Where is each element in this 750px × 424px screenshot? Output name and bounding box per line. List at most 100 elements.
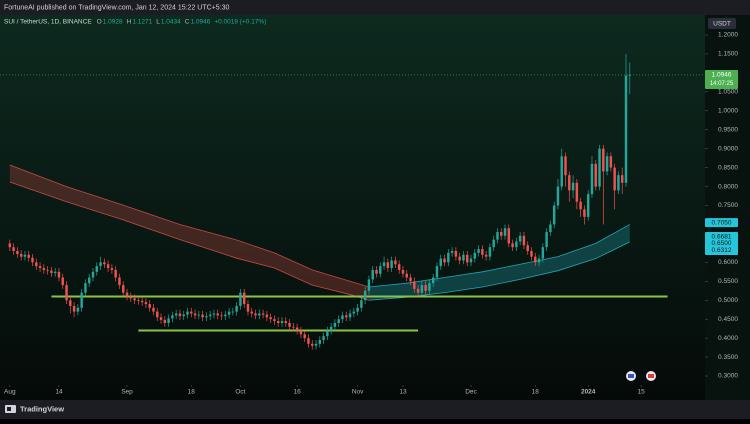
- candle-body: [284, 321, 288, 323]
- candle-body: [469, 258, 473, 263]
- candle-body: [386, 262, 390, 269]
- candle-body: [537, 258, 541, 263]
- candle-body: [122, 285, 125, 293]
- candle-body: [345, 315, 348, 318]
- x-tick-label: 16: [294, 389, 302, 396]
- candle-body: [598, 148, 601, 187]
- candle-body: [447, 252, 450, 263]
- candle-body: [348, 313, 352, 318]
- candle-body: [186, 311, 189, 315]
- candle-body: [541, 247, 545, 259]
- candle-body: [568, 175, 571, 191]
- currency-box[interactable]: [708, 18, 736, 29]
- legend: SUI / TetherUS, 1D, BINANCE O 1.0928 H 1.127…: [4, 19, 266, 26]
- candle-body: [182, 314, 185, 317]
- candle-body: [87, 277, 91, 284]
- price-tag: [705, 246, 738, 256]
- candle-body: [178, 313, 182, 317]
- candle-body: [575, 182, 579, 202]
- y-tick-label: 0.3000: [718, 373, 738, 380]
- brand: TradingView: [20, 404, 64, 413]
- candle-body: [379, 266, 382, 274]
- candle-body: [628, 74, 632, 76]
- candle-body: [454, 250, 458, 257]
- candle-body: [292, 326, 295, 328]
- candle-body: [220, 315, 223, 317]
- price-tag-label: 0.6312: [712, 247, 732, 254]
- event-icons[interactable]: [626, 371, 656, 381]
- legend-value: 1.0928: [103, 19, 123, 26]
- currency: USDT: [713, 21, 731, 28]
- candle-body: [208, 314, 212, 317]
- candle-body: [564, 156, 567, 176]
- candle-body: [401, 269, 405, 274]
- legend-key: L: [156, 19, 160, 26]
- candle-body: [174, 313, 178, 316]
- candle-body: [450, 250, 454, 253]
- y-tick-label: 1.2000: [718, 32, 738, 39]
- candle-body: [57, 271, 61, 278]
- candle-body: [231, 311, 235, 313]
- y-tick-label: 1.1500: [718, 51, 738, 58]
- footer-bar: [0, 400, 750, 419]
- candle-body: [205, 316, 208, 318]
- candle-body: [27, 254, 30, 258]
- candle-body: [46, 269, 49, 271]
- candle-body: [69, 300, 72, 306]
- candle-body: [246, 304, 250, 312]
- candle-body: [99, 262, 102, 267]
- candle-body: [552, 205, 556, 225]
- candle-body: [144, 302, 148, 305]
- candle-body: [586, 194, 590, 217]
- candle-body: [473, 252, 477, 259]
- candle-body: [50, 270, 53, 273]
- candle-body: [420, 285, 424, 293]
- candle-body: [439, 258, 442, 267]
- candle-body: [235, 305, 238, 312]
- x-tick-label: 15: [637, 389, 645, 396]
- ribbon-fill: [9, 164, 369, 301]
- candle-body: [431, 277, 435, 284]
- candle-body: [416, 288, 420, 293]
- price-tag-label: 0.6681: [712, 233, 732, 240]
- candle-body: [288, 322, 291, 327]
- y-tick-label: 0.5000: [718, 297, 738, 304]
- candle-body: [413, 281, 416, 289]
- candle-body: [435, 266, 439, 278]
- candle-body: [341, 315, 344, 320]
- candle-body: [280, 321, 284, 323]
- candle-body: [250, 311, 253, 314]
- candle-body: [397, 264, 401, 270]
- candle-body: [409, 277, 412, 282]
- candle-body: [148, 304, 151, 308]
- candle-body: [167, 318, 170, 323]
- candle-body: [193, 313, 197, 316]
- y-tick-label: 0.6000: [718, 259, 738, 266]
- candle-body: [95, 266, 99, 272]
- candle-body: [605, 156, 609, 172]
- x-tick-label: 14: [55, 389, 63, 396]
- candle-body: [488, 247, 492, 257]
- candle-body: [583, 209, 586, 217]
- candle-body: [91, 271, 95, 278]
- candle-body: [390, 260, 393, 269]
- price-tag-label: 0.6500: [712, 240, 732, 247]
- candle-body: [163, 319, 167, 323]
- candle-body: [23, 254, 27, 257]
- candle-body: [465, 254, 469, 263]
- candle-body: [424, 285, 427, 291]
- candle-body: [258, 313, 261, 316]
- legend-value: 1.1271: [132, 19, 152, 26]
- candle-body: [106, 264, 110, 269]
- y-tick-label: 0.3500: [718, 354, 738, 361]
- candle-body: [152, 307, 155, 312]
- candle-body: [12, 247, 15, 251]
- candle-body: [560, 156, 563, 187]
- x-tick-label: Oct: [235, 389, 245, 396]
- candle-body: [103, 262, 106, 265]
- candle-body: [156, 311, 159, 318]
- candle-body: [333, 322, 337, 327]
- candle-body: [496, 232, 499, 240]
- candle-body: [620, 175, 624, 183]
- legend-value: 1.0434: [161, 19, 181, 26]
